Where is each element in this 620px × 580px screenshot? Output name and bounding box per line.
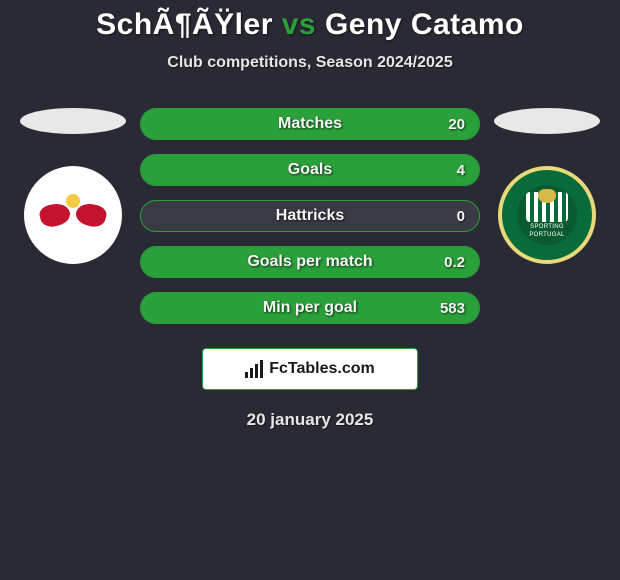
stat-value-right: 20 [448,116,465,133]
date-label: 20 january 2025 [0,410,620,430]
stat-row: Goals 4 [140,154,480,186]
player1-photo-placeholder [20,108,126,134]
stat-label: Min per goal [263,299,357,317]
scp-text-bottom: PORTUGAL [529,232,564,238]
player2-photo-placeholder [494,108,600,134]
scp-text-top: SPORTING [530,224,564,230]
subtitle: Club competitions, Season 2024/2025 [0,54,620,72]
left-side [18,108,128,264]
stat-value-right: 0.2 [444,254,465,271]
stat-label: Goals per match [247,253,372,271]
sporting-cp-icon: SPORTING PORTUGAL [517,185,577,245]
scp-lion-icon [538,189,556,203]
stat-label: Goals [288,161,332,179]
stat-row: Goals per match 0.2 [140,246,480,278]
stat-label: Hattricks [276,207,344,225]
stat-row: Matches 20 [140,108,480,140]
stat-value-right: 0 [457,208,465,225]
stat-label: Matches [278,115,342,133]
brand-box[interactable]: FcTables.com [202,348,418,390]
widget-root: SchÃ¶ÃŸler vs Geny Catamo Club competiti… [0,0,620,430]
stat-row: Min per goal 583 [140,292,480,324]
player1-name: SchÃ¶ÃŸler [96,8,273,41]
rb-leipzig-icon [38,190,108,240]
main-row: Matches 20 Goals 4 Hattricks 0 Goals per match… [0,108,620,324]
stat-value-right: 583 [440,300,465,317]
chart-icon [245,360,263,378]
page-title: SchÃ¶ÃŸler vs Geny Catamo [0,8,620,42]
left-club-badge [24,166,122,264]
stat-value-right: 4 [457,162,465,179]
stat-row: Hattricks 0 [140,200,480,232]
right-side: SPORTING PORTUGAL [492,108,602,264]
player2-name: Geny Catamo [325,8,524,41]
vs-label: vs [282,8,316,41]
rb-sun-icon [66,194,80,208]
right-club-badge: SPORTING PORTUGAL [498,166,596,264]
brand-text: FcTables.com [269,360,375,378]
stats-column: Matches 20 Goals 4 Hattricks 0 Goals per match… [140,108,480,324]
